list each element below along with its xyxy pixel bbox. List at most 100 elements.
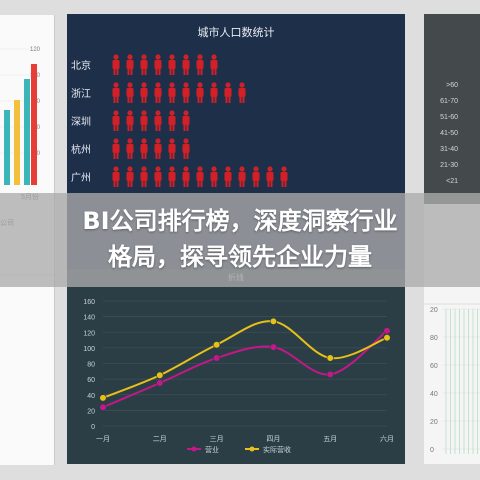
series-0-point <box>269 343 277 351</box>
right-y-tick: 60 <box>430 363 438 370</box>
series-0-point <box>156 379 164 387</box>
right-y-tick: 20 <box>430 419 438 426</box>
person-icon <box>210 54 218 75</box>
series-line-0 <box>102 329 388 409</box>
age-range-label: <21 <box>446 178 458 185</box>
age-range-label: 51-60 <box>440 114 458 121</box>
right-top-section <box>424 14 480 204</box>
person-icon <box>266 166 274 187</box>
person-icon <box>224 82 232 103</box>
person-icon <box>238 166 246 187</box>
person-icon <box>112 54 120 75</box>
city-label: 浙江 <box>71 88 91 100</box>
left-bar <box>24 79 30 185</box>
right-y-tick: 20 <box>430 307 438 314</box>
series-1-point <box>156 371 164 379</box>
person-icon <box>154 82 162 103</box>
legend-swatch-dot <box>249 446 255 452</box>
series-1-point <box>383 334 391 342</box>
population-chart-title: 城市人口数统计 <box>197 27 275 39</box>
y-tick-label: 20 <box>87 408 95 415</box>
person-icon <box>238 82 246 103</box>
left-bar <box>14 100 20 185</box>
y-tick-label: 80 <box>87 362 95 369</box>
person-icon <box>126 110 134 131</box>
person-icon <box>196 166 204 187</box>
series-0-point <box>383 327 391 335</box>
title-banner: BI公司排行榜，深度洞察行业 格局，探寻领先企业力量 <box>0 193 480 287</box>
person-icon <box>140 82 148 103</box>
x-tick-label: 二月 <box>153 435 167 443</box>
person-icon <box>126 166 134 187</box>
x-tick-label: 四月 <box>266 435 280 443</box>
person-icon <box>112 138 120 159</box>
person-icon <box>140 54 148 75</box>
city-label: 杭州 <box>71 143 91 156</box>
person-icon <box>182 110 190 131</box>
series-1-point <box>213 341 221 349</box>
person-icon <box>112 82 120 103</box>
city-label: 北京 <box>71 59 91 72</box>
person-icon <box>140 138 148 159</box>
person-icon <box>168 110 176 131</box>
person-icon <box>140 166 148 187</box>
x-tick-label: 五月 <box>323 435 337 443</box>
right-side-chart: >60 61-70 51-60 41-50 31-40 21-30 <21 20 80 60 40 2… <box>424 82 480 454</box>
age-range-label: 41-50 <box>440 130 458 137</box>
y-tick-label: 0 <box>91 424 95 431</box>
person-icon <box>112 110 120 131</box>
x-tick-label: 一月 <box>96 435 110 443</box>
person-icon <box>182 54 190 75</box>
right-y-tick: 80 <box>430 335 438 342</box>
y-tick-label: 120 <box>83 330 95 337</box>
person-icon <box>196 54 204 75</box>
person-icon <box>126 82 134 103</box>
series-0-point <box>213 354 221 362</box>
person-icon <box>154 54 162 75</box>
person-icon <box>182 166 190 187</box>
legend-label: 实际营收 <box>263 445 291 454</box>
person-icon <box>140 110 148 131</box>
x-tick-label: 六月 <box>380 434 394 443</box>
person-icon <box>182 82 190 103</box>
person-icon <box>210 82 218 103</box>
left-bar <box>31 64 37 185</box>
person-icon <box>182 138 190 159</box>
series-0-point <box>99 403 107 411</box>
line-chart: 折线020406080100120140160一月二月三月四月五月六月营业实际营… <box>83 272 394 454</box>
left-y-tick: 120 <box>30 47 41 53</box>
legend-label: 营业 <box>205 445 219 454</box>
y-tick-label: 100 <box>83 346 95 353</box>
person-icon <box>168 82 176 103</box>
banner-title-line-2: 格局，探寻领先企业力量 <box>108 243 372 271</box>
series-line-1 <box>102 320 388 399</box>
person-icon <box>126 138 134 159</box>
age-range-label: 21-30 <box>440 162 458 169</box>
person-icon <box>154 138 162 159</box>
age-range-label: >60 <box>446 82 458 89</box>
y-tick-label: 140 <box>83 315 95 322</box>
person-icon <box>126 54 134 75</box>
left-bar <box>4 110 10 185</box>
y-tick-label: 60 <box>87 377 95 384</box>
person-icon <box>196 82 204 103</box>
city-label: 广州 <box>71 172 91 184</box>
person-icon <box>168 54 176 75</box>
person-icon <box>168 138 176 159</box>
series-0-point <box>326 370 334 379</box>
series-1-point <box>269 317 277 325</box>
person-icon <box>154 110 162 131</box>
x-tick-label: 三月 <box>210 435 224 443</box>
series-1-point <box>99 394 107 402</box>
legend-swatch-dot <box>191 446 197 452</box>
person-icon <box>210 166 218 187</box>
person-icon <box>168 166 176 187</box>
person-icon <box>224 166 232 187</box>
age-range-label: 61-70 <box>440 98 458 105</box>
y-tick-label: 160 <box>83 299 95 306</box>
y-tick-label: 40 <box>87 393 95 400</box>
series-1-point <box>326 354 334 362</box>
line-chart-area: 折线020406080100120140160一月二月三月四月五月六月营业实际营… <box>67 269 405 464</box>
banner-title-line-1: BI公司排行榜，深度洞察行业 <box>82 207 398 235</box>
